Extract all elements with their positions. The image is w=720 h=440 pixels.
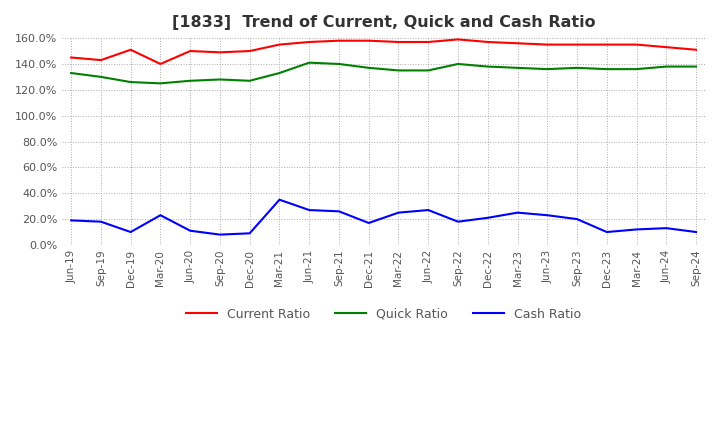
Quick Ratio	[424, 68, 433, 73]
Cash Ratio	[513, 210, 522, 215]
Quick Ratio	[156, 81, 165, 86]
Current Ratio	[424, 39, 433, 44]
Current Ratio	[126, 47, 135, 52]
Current Ratio	[662, 44, 670, 50]
Quick Ratio	[126, 80, 135, 85]
Cash Ratio	[543, 213, 552, 218]
Current Ratio	[692, 47, 701, 52]
Current Ratio	[632, 42, 641, 47]
Current Ratio	[483, 39, 492, 44]
Quick Ratio	[572, 65, 581, 70]
Current Ratio	[572, 42, 581, 47]
Cash Ratio	[67, 218, 76, 223]
Quick Ratio	[96, 74, 105, 80]
Cash Ratio	[572, 216, 581, 222]
Quick Ratio	[483, 64, 492, 69]
Quick Ratio	[454, 61, 462, 66]
Cash Ratio	[186, 228, 194, 233]
Cash Ratio	[275, 197, 284, 202]
Current Ratio	[305, 39, 313, 44]
Line: Current Ratio: Current Ratio	[71, 40, 696, 64]
Title: [1833]  Trend of Current, Quick and Cash Ratio: [1833] Trend of Current, Quick and Cash …	[172, 15, 595, 30]
Cash Ratio	[692, 229, 701, 235]
Cash Ratio	[215, 232, 224, 237]
Current Ratio	[454, 37, 462, 42]
Current Ratio	[335, 38, 343, 43]
Line: Cash Ratio: Cash Ratio	[71, 200, 696, 235]
Current Ratio	[67, 55, 76, 60]
Current Ratio	[275, 42, 284, 47]
Quick Ratio	[662, 64, 670, 69]
Line: Quick Ratio: Quick Ratio	[71, 62, 696, 83]
Current Ratio	[603, 42, 611, 47]
Cash Ratio	[156, 213, 165, 218]
Cash Ratio	[394, 210, 402, 215]
Current Ratio	[246, 48, 254, 54]
Quick Ratio	[632, 66, 641, 72]
Quick Ratio	[513, 65, 522, 70]
Cash Ratio	[483, 215, 492, 220]
Cash Ratio	[335, 209, 343, 214]
Current Ratio	[215, 50, 224, 55]
Current Ratio	[543, 42, 552, 47]
Quick Ratio	[692, 64, 701, 69]
Current Ratio	[186, 48, 194, 54]
Current Ratio	[513, 40, 522, 46]
Quick Ratio	[603, 66, 611, 72]
Quick Ratio	[246, 78, 254, 84]
Cash Ratio	[662, 226, 670, 231]
Current Ratio	[394, 39, 402, 44]
Quick Ratio	[215, 77, 224, 82]
Current Ratio	[364, 38, 373, 43]
Cash Ratio	[454, 219, 462, 224]
Current Ratio	[96, 58, 105, 63]
Quick Ratio	[543, 66, 552, 72]
Quick Ratio	[394, 68, 402, 73]
Cash Ratio	[603, 229, 611, 235]
Cash Ratio	[424, 207, 433, 213]
Quick Ratio	[335, 61, 343, 66]
Quick Ratio	[67, 70, 76, 76]
Quick Ratio	[186, 78, 194, 84]
Cash Ratio	[305, 207, 313, 213]
Legend: Current Ratio, Quick Ratio, Cash Ratio: Current Ratio, Quick Ratio, Cash Ratio	[181, 303, 587, 326]
Quick Ratio	[275, 70, 284, 76]
Cash Ratio	[632, 227, 641, 232]
Cash Ratio	[96, 219, 105, 224]
Cash Ratio	[246, 231, 254, 236]
Current Ratio	[156, 61, 165, 66]
Cash Ratio	[126, 229, 135, 235]
Quick Ratio	[305, 60, 313, 65]
Quick Ratio	[364, 65, 373, 70]
Cash Ratio	[364, 220, 373, 226]
